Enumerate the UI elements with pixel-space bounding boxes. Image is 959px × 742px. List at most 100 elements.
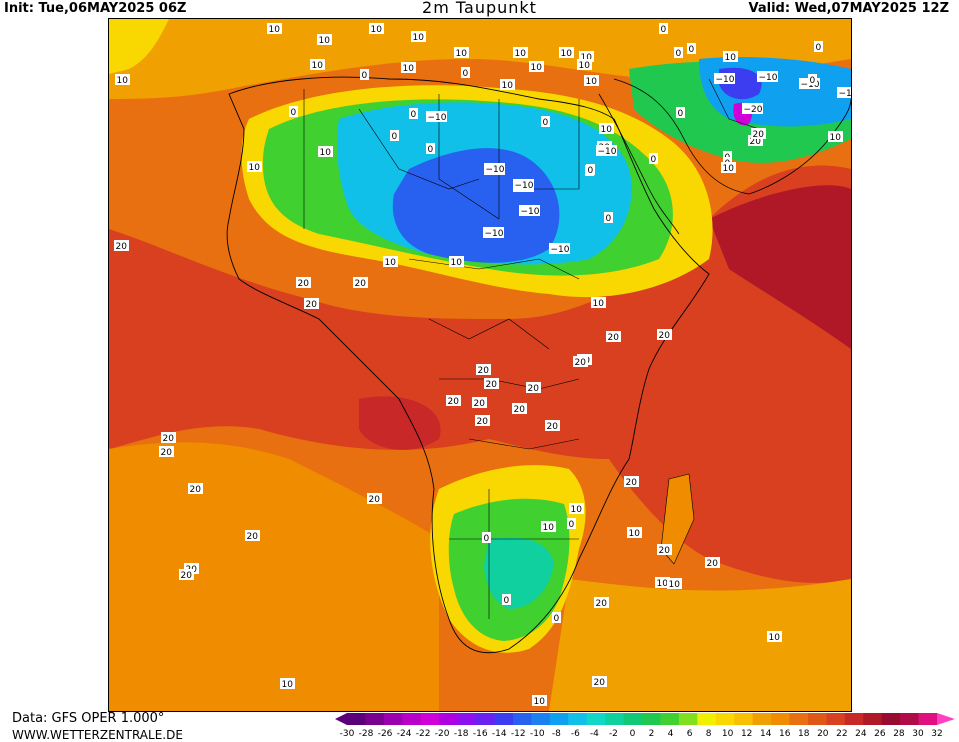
map-title: 2m Taupunkt — [422, 0, 537, 17]
contour-label: 20 — [748, 135, 763, 147]
svg-text:20: 20 — [659, 331, 671, 341]
colorbar-over-arrow — [937, 713, 955, 725]
contour-label: −10 — [837, 87, 851, 99]
contour-label: 0 — [390, 130, 399, 142]
svg-text:10: 10 — [830, 133, 842, 143]
colorbar-swatch — [531, 713, 551, 725]
contour-label: 0 — [676, 107, 685, 119]
colorbar-tick-label: -26 — [377, 729, 393, 739]
contour-label: −10 — [757, 71, 778, 83]
colorbar-swatch — [642, 713, 661, 725]
colorbar-tick-label: -22 — [415, 729, 431, 739]
colorbar-tick-label: -28 — [358, 729, 374, 739]
contour-label: 0 — [567, 518, 576, 530]
colorbar-tick-label: 18 — [798, 729, 810, 739]
atlantic-nw-yellow — [109, 19, 169, 74]
contour-label: 20 — [446, 395, 461, 407]
colorbar-tick-label: 6 — [686, 729, 693, 739]
indian-ocean-core — [709, 185, 851, 349]
contour-label: 0 — [426, 143, 435, 155]
svg-text:20: 20 — [163, 434, 175, 444]
colorbar-swatch — [660, 713, 680, 725]
colorbar-swatch — [789, 713, 809, 725]
svg-text:10: 10 — [601, 125, 613, 135]
svg-text:0: 0 — [816, 43, 822, 53]
contour-label: 10 — [317, 34, 332, 46]
svg-text:10: 10 — [502, 81, 514, 91]
svg-text:0: 0 — [543, 118, 549, 128]
contour-label: 20 — [526, 382, 541, 394]
colorbar-tick-label: -20 — [434, 729, 450, 739]
colorbar-tick-label: 22 — [836, 729, 848, 739]
colorbar-swatch — [568, 713, 588, 725]
svg-text:−10: −10 — [428, 113, 447, 123]
svg-text:20: 20 — [306, 300, 318, 310]
svg-text:10: 10 — [320, 148, 332, 158]
svg-text:10: 10 — [593, 299, 605, 309]
colorbar-tick-label: 10 — [721, 729, 734, 739]
colorbar-tick-label: -14 — [491, 729, 507, 739]
contour-label: 20 — [484, 378, 499, 390]
svg-text:20: 20 — [750, 137, 762, 147]
colorbar-tick-label: 12 — [740, 729, 753, 739]
contour-label: 20 — [657, 544, 672, 556]
colorbar-tick-label: -24 — [396, 729, 412, 739]
svg-text:20: 20 — [514, 405, 526, 415]
svg-text:20: 20 — [181, 571, 193, 581]
svg-text:10: 10 — [269, 25, 281, 35]
svg-text:0: 0 — [291, 108, 297, 118]
colorbar-swatch — [734, 713, 754, 725]
svg-text:20: 20 — [707, 559, 719, 569]
contour-label: 20 — [188, 483, 203, 495]
contour-label: 10 — [577, 59, 592, 71]
contour-label: 20 — [114, 240, 129, 252]
colorbar-tick-label: -8 — [551, 729, 561, 739]
contour-label: −20 — [742, 103, 763, 115]
colorbar-under-arrow — [335, 713, 347, 725]
init-time-label: Init: Tue,06MAY2025 06Z — [4, 1, 187, 16]
contour-label: 10 — [115, 74, 130, 86]
svg-text:20: 20 — [247, 532, 259, 542]
website-label: WWW.WETTERZENTRALE.DE — [12, 728, 183, 742]
colorbar-swatch — [476, 713, 495, 725]
contour-label: 20 — [624, 476, 639, 488]
contour-label: 10 — [627, 527, 642, 539]
contour-label: 0 — [674, 47, 683, 59]
contour-label: 20 — [472, 397, 487, 409]
svg-text:10: 10 — [312, 61, 324, 71]
colorbar-tick-label: 30 — [912, 729, 924, 739]
svg-text:10: 10 — [403, 64, 415, 74]
contour-label: 20 — [159, 446, 174, 458]
svg-text:10: 10 — [413, 33, 425, 43]
colorbar-swatch — [697, 713, 717, 725]
country-borders — [303, 78, 760, 619]
svg-text:20: 20 — [477, 417, 489, 427]
colorbar-swatch — [771, 713, 790, 725]
colorbar-swatch — [715, 713, 735, 725]
contour-label: 0 — [552, 612, 561, 624]
data-source-label: Data: GFS OPER 1.000° — [12, 711, 165, 726]
svg-text:20: 20 — [753, 130, 765, 140]
svg-text:−10: −10 — [515, 181, 534, 191]
svg-text:20: 20 — [298, 279, 310, 289]
colorbar-tick-label: 26 — [874, 729, 886, 739]
contour-label: 0 — [687, 43, 696, 55]
colorbar-tick-label: 4 — [667, 729, 674, 739]
colorbar-swatch — [807, 713, 827, 725]
svg-text:10: 10 — [723, 164, 735, 174]
svg-text:−10: −10 — [485, 229, 504, 239]
contour-label: 20 — [592, 676, 607, 688]
contour-label: 0 — [482, 532, 491, 544]
svg-text:−10: −10 — [551, 245, 570, 255]
svg-text:20: 20 — [161, 448, 173, 458]
svg-text:10: 10 — [579, 61, 591, 71]
contour-label: 10 — [591, 297, 606, 309]
contour-label: 10 — [411, 31, 426, 43]
contour-label: 0 — [461, 67, 470, 79]
contour-label: −10 — [483, 227, 504, 239]
svg-text:20: 20 — [626, 478, 638, 488]
contour-label: −10 — [519, 205, 540, 217]
south-atlantic-orange — [109, 442, 439, 711]
svg-text:10: 10 — [769, 633, 781, 643]
contour-label: 10 — [247, 161, 262, 173]
